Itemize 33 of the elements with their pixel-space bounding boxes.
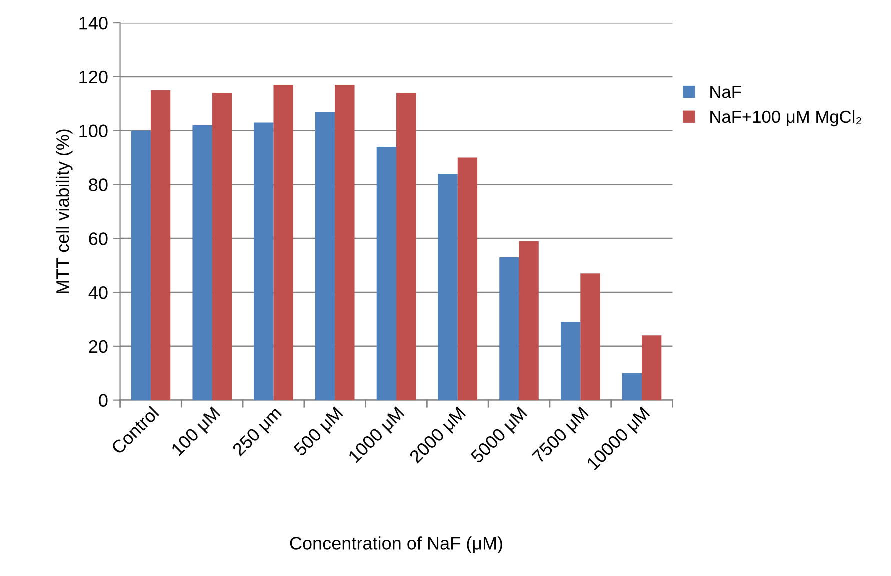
bar — [458, 158, 478, 400]
bar — [560, 322, 581, 400]
bar — [254, 122, 274, 400]
bar — [622, 373, 642, 400]
bar — [212, 93, 232, 400]
y-tick-label: 20 — [89, 340, 108, 354]
y-axis-title: MTT cell viability (%) — [56, 130, 73, 294]
y-tick-label: 0 — [99, 394, 108, 408]
y-tick-label: 120 — [80, 70, 108, 84]
x-axis-title: Concentration of NaF (μM) — [290, 536, 502, 554]
legend-label: NaF — [710, 86, 742, 98]
y-tick-label: 140 — [80, 16, 108, 30]
y-tick-label: 60 — [89, 232, 108, 246]
bar — [131, 130, 151, 400]
bar — [500, 257, 520, 400]
bar — [396, 93, 416, 400]
bar — [438, 174, 458, 400]
bar — [376, 147, 396, 400]
bar — [642, 336, 662, 400]
y-tick-label: 100 — [80, 124, 108, 138]
bar — [519, 241, 539, 400]
bar — [335, 85, 355, 400]
x-tick-label: 500 μM — [293, 406, 346, 460]
x-tick-label: 250 μm — [232, 406, 285, 460]
bar — [150, 90, 171, 400]
bar — [274, 85, 294, 400]
bar — [192, 125, 212, 400]
bar — [580, 274, 600, 400]
bar — [315, 112, 336, 400]
y-tick-label: 40 — [88, 286, 108, 300]
legend-label: NaF+100 μM MgCl₂ — [710, 110, 862, 127]
y-tick-label: 80 — [89, 178, 108, 192]
x-tick-label: 100 μM — [170, 406, 224, 459]
